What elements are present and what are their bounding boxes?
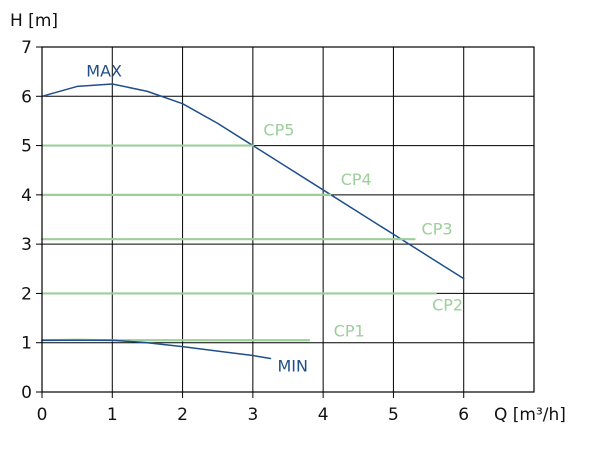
x-tick-label: 3 xyxy=(247,405,258,425)
y-tick-label: 3 xyxy=(21,235,32,255)
y-tick-label: 4 xyxy=(21,186,32,206)
x-tick-label: 6 xyxy=(458,405,469,425)
y-tick-label: 0 xyxy=(21,383,32,403)
series-label-cp2: CP2 xyxy=(432,296,463,315)
x-axis-title: Q [m³/h] xyxy=(494,405,566,425)
x-tick-label: 5 xyxy=(388,405,399,425)
x-tick-label: 1 xyxy=(107,405,118,425)
x-tick-label: 2 xyxy=(177,405,188,425)
y-tick-label: 1 xyxy=(21,334,32,354)
y-tick-label: 2 xyxy=(21,284,32,304)
y-tick-label: 5 xyxy=(21,137,32,157)
series-label-max: MAX xyxy=(86,62,122,81)
y-tick-label: 7 xyxy=(21,38,32,58)
y-tick-label: 6 xyxy=(21,87,32,107)
series-labels: MAX CP5 CP4 CP3 CP2 CP1 MIN xyxy=(86,62,463,376)
axes xyxy=(36,46,535,398)
tick-labels: 0 1 2 3 4 5 6 7 0 1 2 3 4 5 6 xyxy=(21,38,469,425)
series-label-cp3: CP3 xyxy=(422,219,453,238)
x-tick-label: 0 xyxy=(37,405,48,425)
series-label-cp1: CP1 xyxy=(334,321,365,340)
series-layer xyxy=(40,83,465,360)
series-label-min: MIN xyxy=(277,356,308,375)
series-line-min xyxy=(41,339,272,360)
series-label-cp4: CP4 xyxy=(341,170,372,189)
y-axis-title: H [m] xyxy=(10,11,58,31)
plot-border xyxy=(41,46,535,393)
x-tick-label: 4 xyxy=(318,405,329,425)
series-label-cp5: CP5 xyxy=(263,121,294,140)
